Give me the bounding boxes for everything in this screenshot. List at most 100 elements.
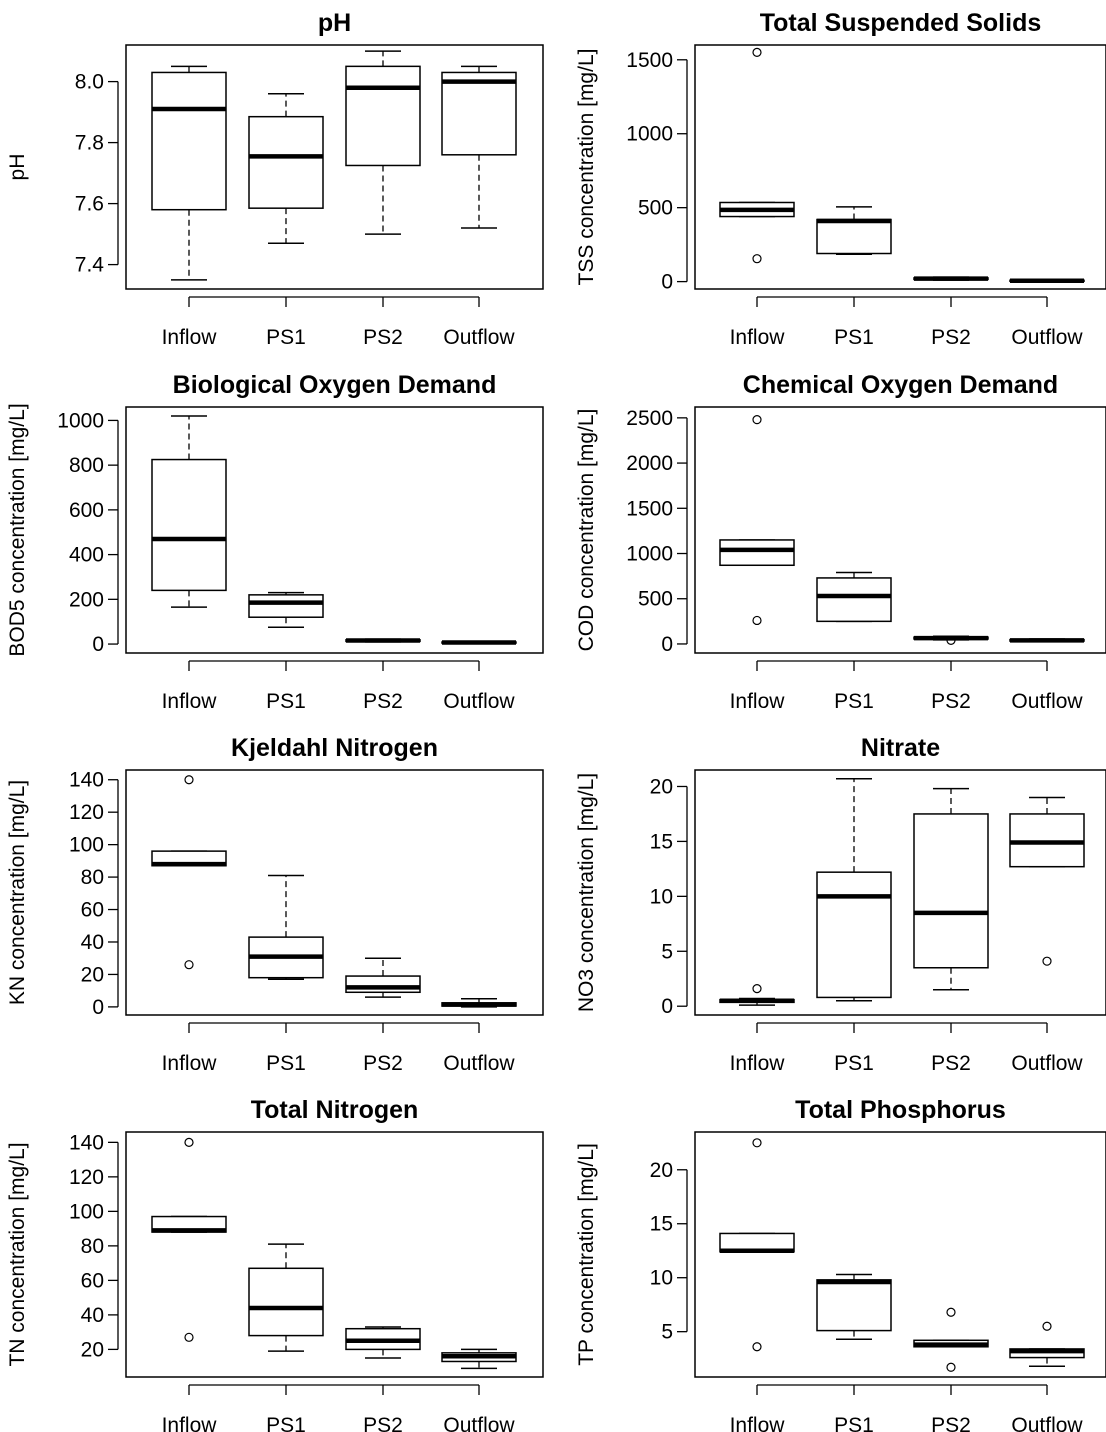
- x-tick-label: Outflow: [443, 326, 515, 349]
- y-tick-label: 80: [81, 866, 104, 889]
- x-tick-label: PS1: [834, 690, 874, 713]
- x-tick-label: Inflow: [730, 1052, 786, 1075]
- x-tick-label: PS1: [266, 326, 306, 349]
- box-ps1: [817, 207, 891, 254]
- y-axis-label: BOD5 concentration [mg/L]: [6, 403, 29, 656]
- plot-frame: [695, 45, 1106, 289]
- chart-title: Biological Oxygen Demand: [173, 371, 497, 399]
- chart-title: pH: [318, 9, 351, 37]
- x-tick-label: Inflow: [162, 1414, 218, 1432]
- x-tick-label: Outflow: [1011, 690, 1083, 713]
- chart-title: Kjeldahl Nitrogen: [231, 734, 438, 762]
- chart-panel-1: pH 7.4 7.6 7.8 8.0 pH Inflow PS1 PS2 Outflow: [6, 9, 543, 349]
- y-tick-label: 7.8: [75, 132, 104, 155]
- chart-panel-2: Total Suspended Solids 0 500 1000 1500 TSS co…: [575, 9, 1106, 349]
- box-ps2: [346, 51, 420, 234]
- x-tick-label: Outflow: [443, 690, 515, 713]
- x-tick-label: PS2: [931, 1052, 971, 1075]
- outlier-point: [753, 416, 761, 424]
- box-inflow: [720, 416, 794, 625]
- y-tick-label: 500: [638, 588, 673, 611]
- y-tick-label: 7.6: [75, 193, 104, 216]
- y-tick-label: 500: [638, 197, 673, 220]
- plot-frame: [695, 1132, 1106, 1377]
- x-tick-label: Outflow: [1011, 1414, 1083, 1432]
- y-tick-label: 1000: [626, 543, 673, 566]
- box-ps1: [249, 1244, 323, 1351]
- box-outflow: [1010, 1322, 1084, 1366]
- outlier-point: [185, 961, 193, 969]
- outlier-point: [185, 776, 193, 784]
- x-tick-label: PS2: [931, 690, 971, 713]
- chart-title: Nitrate: [861, 734, 940, 762]
- chart-title: Total Nitrogen: [251, 1096, 419, 1124]
- y-tick-label: 60: [81, 1269, 104, 1292]
- x-tick-label: PS2: [363, 326, 403, 349]
- outlier-point: [753, 255, 761, 263]
- box-outflow: [442, 642, 516, 644]
- outlier-point: [947, 1363, 955, 1371]
- outlier-point: [947, 1308, 955, 1316]
- box-ps2: [346, 958, 420, 997]
- box-ps2: [914, 277, 988, 280]
- y-tick-label: 5: [661, 1321, 673, 1344]
- y-tick-label: 60: [81, 899, 104, 922]
- box-outflow: [1010, 797, 1084, 965]
- y-tick-label: 2000: [626, 452, 673, 475]
- box-iqr: [817, 872, 891, 997]
- chart-panel-8: Total Phosphorus 5 10 15 20 TP concentration …: [575, 1096, 1106, 1432]
- y-tick-label: 1500: [626, 497, 673, 520]
- outlier-point: [753, 1343, 761, 1351]
- y-tick-label: 40: [81, 931, 104, 954]
- outlier-point: [753, 48, 761, 56]
- y-tick-label: 200: [69, 588, 104, 611]
- x-tick-label: PS1: [266, 690, 306, 713]
- box-iqr: [817, 1280, 891, 1331]
- chart-panel-3: Biological Oxygen Demand 0 200 400 600 800 100…: [6, 371, 543, 713]
- y-tick-label: 15: [650, 830, 673, 853]
- chart-title: Total Suspended Solids: [760, 9, 1042, 37]
- y-tick-label: 0: [661, 633, 673, 656]
- y-tick-label: 5: [661, 940, 673, 963]
- y-tick-label: 140: [69, 769, 104, 792]
- x-tick-label: PS2: [931, 326, 971, 349]
- box-outflow: [442, 1349, 516, 1368]
- box-inflow: [720, 985, 794, 1005]
- y-tick-label: 0: [92, 996, 104, 1019]
- y-axis-label: COD concentration [mg/L]: [575, 409, 598, 652]
- y-tick-label: 10: [650, 885, 673, 908]
- box-outflow: [442, 999, 516, 1007]
- box-ps2: [346, 1327, 420, 1358]
- x-tick-label: PS2: [363, 1414, 403, 1432]
- x-tick-label: PS1: [266, 1052, 306, 1075]
- box-inflow: [720, 1139, 794, 1351]
- box-ps1: [817, 779, 891, 1001]
- outlier-point: [753, 616, 761, 624]
- box-inflow: [720, 48, 794, 262]
- box-iqr: [152, 460, 226, 591]
- chart-panel-6: Nitrate 0 5 10 15 20 NO3 concentration [mg/L] I…: [575, 734, 1106, 1075]
- y-tick-label: 20: [81, 1338, 104, 1361]
- box-ps1: [249, 875, 323, 979]
- chart-panel-5: Kjeldahl Nitrogen 0 20 40 60 80 100 120 140 KN co…: [6, 734, 543, 1075]
- box-iqr: [442, 72, 516, 154]
- x-tick-label: PS1: [266, 1414, 306, 1432]
- y-tick-label: 1000: [57, 409, 104, 432]
- y-tick-label: 20: [81, 963, 104, 986]
- x-tick-label: PS2: [363, 1052, 403, 1075]
- x-tick-label: Outflow: [1011, 1052, 1083, 1075]
- box-iqr: [346, 976, 420, 992]
- box-ps1: [817, 573, 891, 622]
- box-iqr: [249, 117, 323, 209]
- box-ps2: [914, 636, 988, 644]
- box-iqr: [249, 1268, 323, 1335]
- y-tick-label: 7.4: [75, 254, 105, 277]
- box-ps1: [249, 593, 323, 628]
- x-tick-label: Inflow: [162, 326, 218, 349]
- x-tick-label: Outflow: [1011, 326, 1083, 349]
- x-tick-label: Inflow: [730, 326, 786, 349]
- x-tick-label: Inflow: [162, 1052, 218, 1075]
- y-axis-label: TSS concentration [mg/L]: [575, 49, 598, 286]
- box-iqr: [152, 72, 226, 209]
- box-outflow: [1010, 280, 1084, 281]
